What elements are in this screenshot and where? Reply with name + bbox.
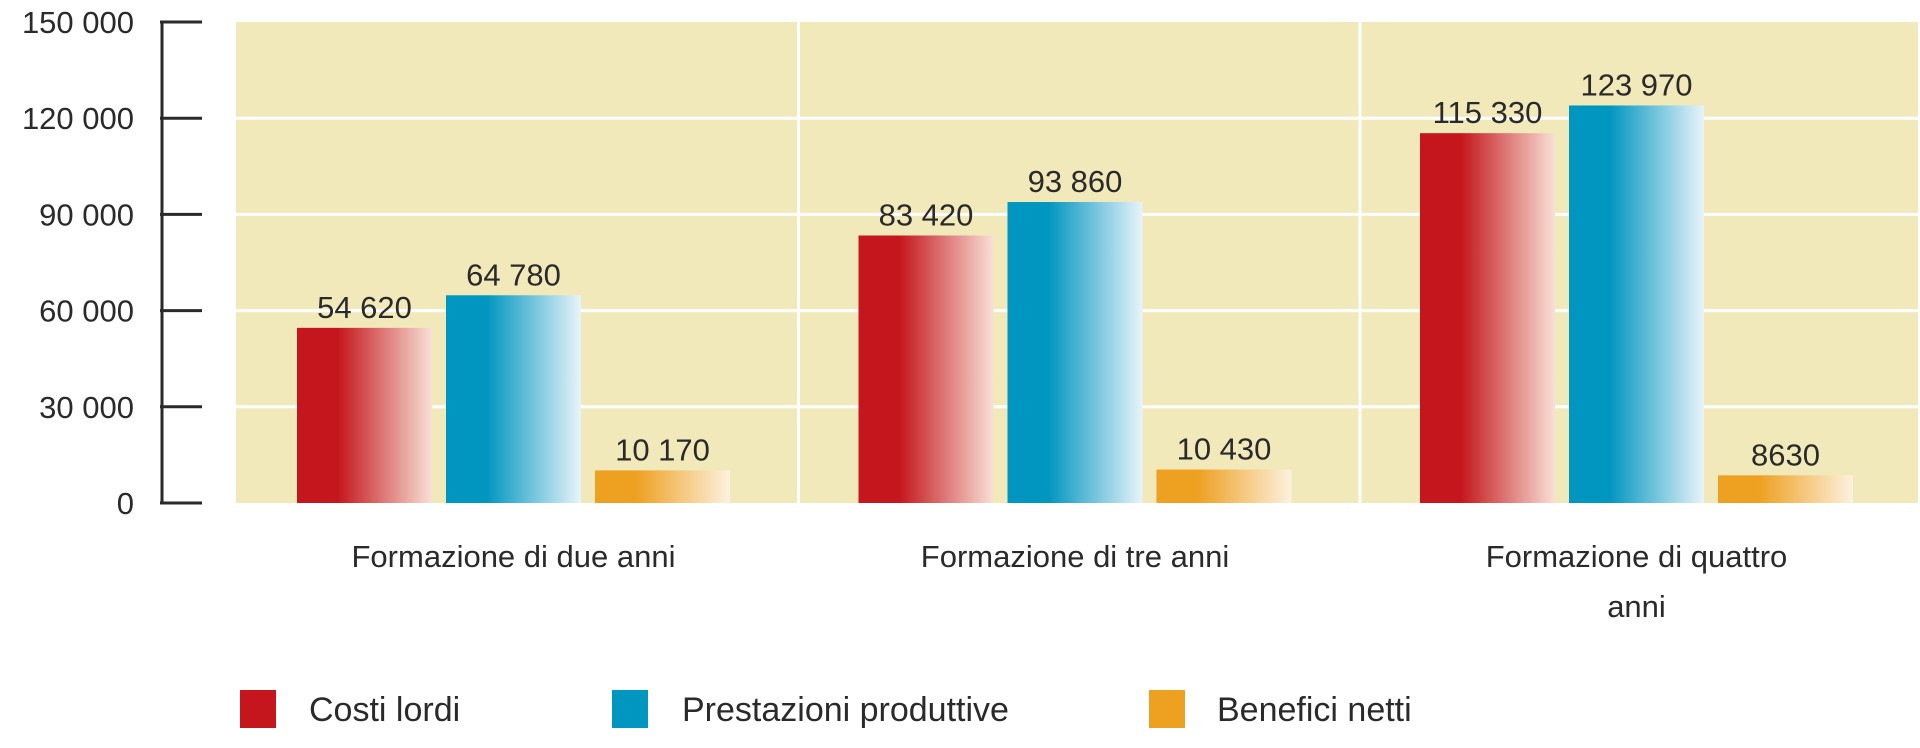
legend-swatch: [1149, 690, 1185, 728]
x-tick-label: Formazione di due anni: [352, 539, 676, 574]
legend-label: Benefici netti: [1217, 691, 1412, 729]
x-tick-label: Formazione di quattro: [1486, 539, 1788, 574]
bar-costi-lordi: [297, 327, 432, 503]
bar-costi-lordi: [858, 235, 994, 503]
y-tick-label: 30 000: [39, 390, 134, 425]
legend-label: Costi lordi: [309, 691, 460, 729]
legend-swatch: [612, 690, 648, 728]
data-label: 93 860: [1028, 164, 1123, 199]
data-label: 10 170: [615, 432, 710, 467]
legend-swatch: [240, 690, 276, 728]
bar-prestazioni-produttive: [446, 295, 581, 503]
x-tick-label: anni: [1607, 589, 1666, 624]
x-tick-label: Formazione di tre anni: [921, 539, 1229, 574]
data-label: 123 970: [1580, 67, 1692, 102]
data-label: 83 420: [879, 197, 974, 232]
legend-label: Prestazioni produttive: [682, 691, 1009, 729]
y-tick-label: 90 000: [39, 197, 134, 232]
y-tick-label: 60 000: [39, 294, 134, 329]
bar-benefici-netti: [1156, 469, 1292, 503]
data-label: 8630: [1751, 437, 1820, 472]
y-tick-label: 150 000: [22, 5, 134, 40]
bar-prestazioni-produttive: [1569, 105, 1704, 503]
bar-costi-lordi: [1420, 133, 1555, 503]
data-label: 10 430: [1177, 432, 1272, 467]
legend: Costi lordi Prestazioni produttive Benefic…: [240, 690, 1412, 729]
y-axis: 0 30 000 60 000 90 000 120 000 150 000: [22, 5, 202, 521]
bar-benefici-netti: [1718, 475, 1853, 503]
y-tick-label: 0: [117, 486, 134, 521]
y-tick-label: 120 000: [22, 101, 134, 136]
x-axis-labels: Formazione di due anni Formazione di tre …: [352, 539, 1788, 624]
bars: 54 620 64 780 10 170 83 420 93 860 10 430 115 …: [297, 67, 1853, 503]
data-label: 115 330: [1433, 95, 1543, 130]
bar-prestazioni-produttive: [1007, 202, 1143, 503]
data-label: 64 780: [466, 257, 561, 292]
bar-benefici-netti: [595, 470, 730, 503]
data-label: 54 620: [317, 290, 412, 325]
